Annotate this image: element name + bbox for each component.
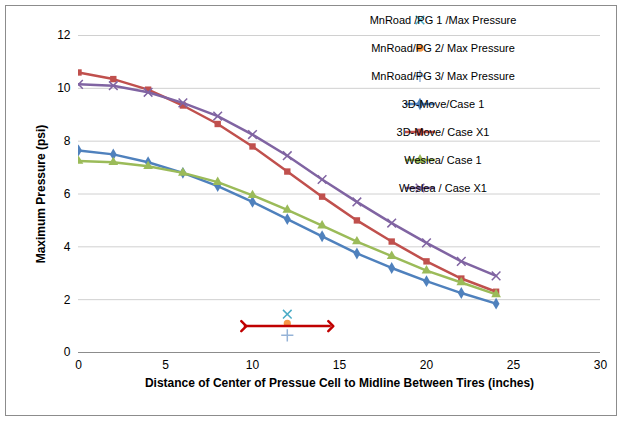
svg-text:Distance of Center of Pressue: Distance of Center of Pressue Cell to Mi… [145, 376, 534, 390]
svg-text:Weslea / Case X1: Weslea / Case X1 [399, 182, 487, 194]
svg-text:5: 5 [162, 358, 169, 372]
svg-text:4: 4 [64, 240, 71, 254]
svg-text:MnRoad/PG 3/ Max Pressure: MnRoad/PG 3/ Max Pressure [371, 70, 515, 82]
svg-text:Weslea/ Case 1: Weslea/ Case 1 [404, 154, 481, 166]
svg-text:10: 10 [57, 81, 71, 95]
svg-text:20: 20 [420, 358, 434, 372]
svg-text:15: 15 [333, 358, 347, 372]
svg-text:8: 8 [64, 134, 71, 148]
svg-text:3D-Move/ Case X1: 3D-Move/ Case X1 [397, 126, 490, 138]
svg-text:10: 10 [246, 358, 260, 372]
svg-text:12: 12 [57, 28, 71, 42]
svg-text:MnRoad/PG 2/ Max Pressure: MnRoad/PG 2/ Max Pressure [371, 42, 515, 54]
svg-text:6: 6 [64, 187, 71, 201]
svg-text:2: 2 [64, 293, 71, 307]
svg-text:0: 0 [75, 358, 82, 372]
svg-text:Maximum Pressure (psi): Maximum Pressure (psi) [34, 125, 48, 264]
svg-text:3D-Move/Case 1: 3D-Move/Case 1 [402, 98, 485, 110]
svg-text:25: 25 [507, 358, 521, 372]
svg-text:30: 30 [594, 358, 608, 372]
svg-text:0: 0 [64, 345, 71, 359]
svg-text:MnRoad /PG 1 /Max Pressure: MnRoad /PG 1 /Max Pressure [370, 14, 517, 26]
